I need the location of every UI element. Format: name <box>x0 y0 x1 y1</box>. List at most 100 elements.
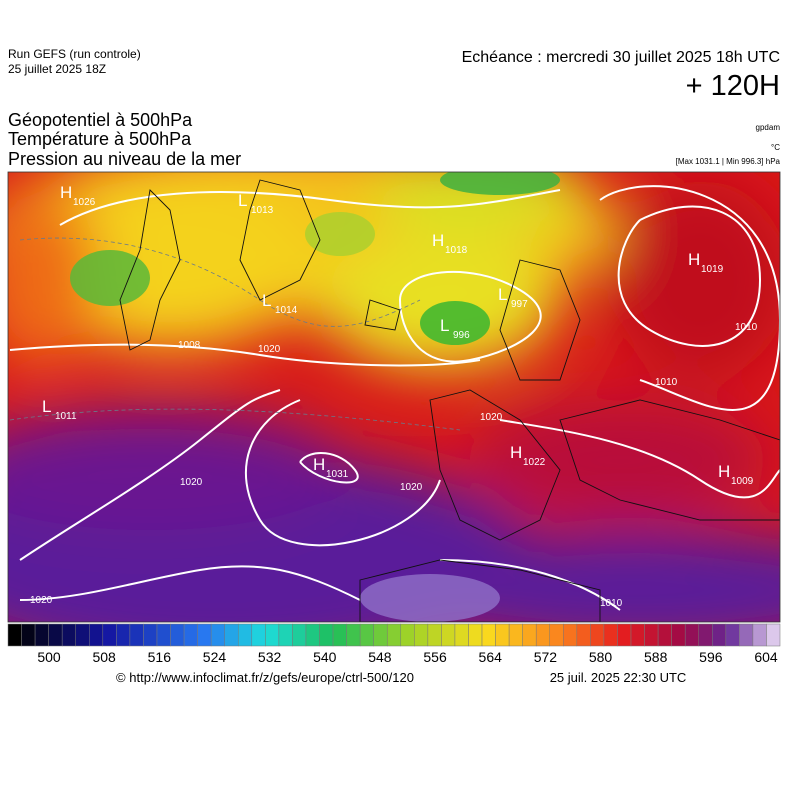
colorbar-swatch <box>48 623 63 647</box>
isobar-label: 1010 <box>655 377 678 388</box>
colorbar-swatch <box>319 623 334 647</box>
center-value: 1011 <box>55 411 77 422</box>
unit: gpdam <box>756 123 781 132</box>
center-value: 1031 <box>326 469 349 480</box>
colorbar-swatch <box>576 623 591 647</box>
colorbar-swatch <box>332 623 347 647</box>
valid-time: Echéance : mercredi 30 juillet 2025 18h … <box>462 49 780 66</box>
source: © http://www.infoclimat.fr/z/gefs/europe… <box>116 670 414 685</box>
colorbar-swatch <box>712 623 727 647</box>
map <box>8 172 780 622</box>
colorbar-swatch <box>251 623 266 647</box>
colorbar-swatch <box>183 623 198 647</box>
colorbar-swatch <box>21 623 36 647</box>
isobar-label: 1010 <box>735 322 758 333</box>
colorbar-label: 508 <box>92 649 116 665</box>
center-value: 996 <box>453 330 470 341</box>
colorbar-swatch <box>495 623 510 647</box>
colorbar-swatch <box>61 623 76 647</box>
center-kind: L <box>498 285 507 304</box>
colorbar-swatch <box>441 623 456 647</box>
center-kind: H <box>718 462 730 481</box>
colorbar-swatch <box>143 623 158 647</box>
colorbar-swatch <box>7 623 22 647</box>
colorbar-swatch <box>265 623 280 647</box>
center-value: 1018 <box>445 245 468 256</box>
colorbar-swatch <box>617 623 632 647</box>
field: Température à 500hPa <box>8 129 192 149</box>
colorbar-swatch <box>102 623 117 647</box>
center-value: 1022 <box>523 457 546 468</box>
unit: [Max 1031.1 | Min 996.3] hPa <box>676 157 781 166</box>
center-value: 1009 <box>731 476 754 487</box>
colorbar-label: 548 <box>368 649 392 665</box>
isobar-label: 1020 <box>180 477 203 488</box>
colorbar-swatch <box>468 623 483 647</box>
colorbar-swatch <box>346 623 361 647</box>
colorbar-label: 556 <box>423 649 447 665</box>
colorbar-swatch <box>630 623 645 647</box>
center-kind: L <box>42 397 51 416</box>
colorbar-swatch <box>671 623 686 647</box>
colorbar-swatch <box>481 623 496 647</box>
colorbar-swatch <box>224 623 239 647</box>
colorbar-swatch <box>563 623 578 647</box>
center-kind: L <box>262 291 271 310</box>
colorbar-label: 596 <box>699 649 723 665</box>
colorbar-swatch <box>454 623 469 647</box>
colorbar-swatch <box>170 623 185 647</box>
field: Géopotentiel à 500hPa <box>8 110 193 130</box>
center-kind: H <box>510 443 522 462</box>
colorbar-label: 500 <box>37 649 61 665</box>
isobar-label: 1008 <box>178 340 201 351</box>
colorbar-swatch <box>359 623 374 647</box>
colorbar-swatch <box>739 623 754 647</box>
colorbar-swatch <box>34 623 49 647</box>
field: Pression au niveau de la mer <box>8 149 241 169</box>
run-date: 25 juillet 2025 18Z <box>8 62 106 76</box>
colorbar-label: 588 <box>644 649 668 665</box>
colorbar-swatch <box>508 623 523 647</box>
center-kind: H <box>432 231 444 250</box>
colorbar-label: 516 <box>148 649 172 665</box>
colorbar-swatch <box>386 623 402 647</box>
colorbar-swatch <box>698 623 713 647</box>
colorbar-label: 572 <box>534 649 558 665</box>
colorbar-swatch <box>644 623 659 647</box>
colorbar-swatch <box>766 623 781 647</box>
run: Run GEFS (run controle) <box>8 47 141 61</box>
colorbar-swatch <box>156 623 171 647</box>
colorbar-label: 580 <box>589 649 613 665</box>
colorbar-swatch <box>210 623 225 647</box>
isobar-label: 1020 <box>30 595 53 606</box>
colorbar-label: 532 <box>258 649 282 665</box>
issued: 25 juil. 2025 22:30 UTC <box>550 670 687 685</box>
colorbar-swatch <box>657 623 672 647</box>
center-kind: H <box>60 183 72 202</box>
center-kind: L <box>440 316 449 335</box>
colorbar-swatch <box>75 623 90 647</box>
colorbar-swatch <box>129 623 144 647</box>
isobar-label: 1010 <box>600 598 623 609</box>
center-value: 997 <box>511 299 528 310</box>
lead-time: + 120H <box>686 70 780 102</box>
center-value: 1013 <box>251 205 274 216</box>
colorbar-swatch <box>197 623 212 647</box>
isobar-label: 1020 <box>480 412 503 423</box>
colorbar-label: 564 <box>479 649 503 665</box>
center-value: 1026 <box>73 197 96 208</box>
colorbar-swatch <box>684 623 699 647</box>
colorbar-swatch <box>305 623 320 647</box>
colorbar-swatch <box>400 623 415 647</box>
isobar-label: 1020 <box>258 344 281 355</box>
colorbar-label: 540 <box>313 649 337 665</box>
center-value: 1019 <box>701 264 724 275</box>
colorbar-label: 524 <box>203 649 227 665</box>
colorbar-swatch <box>278 623 293 647</box>
colorbar-swatch <box>522 623 537 647</box>
colorbar-swatch <box>752 623 767 647</box>
isobar-label: 1020 <box>400 482 423 493</box>
colorbar-swatch <box>116 623 131 647</box>
colorbar-swatch <box>725 623 740 647</box>
